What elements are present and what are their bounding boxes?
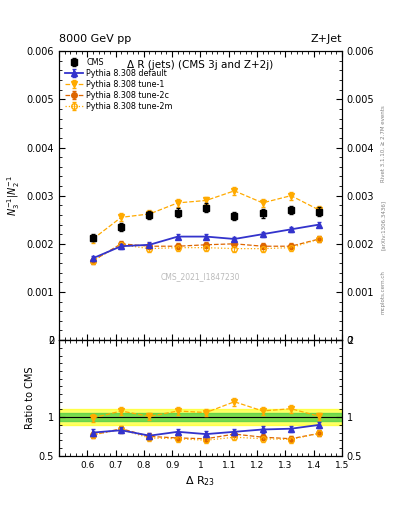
Y-axis label: Ratio to CMS: Ratio to CMS: [24, 367, 35, 429]
Text: Z+Jet: Z+Jet: [310, 33, 342, 44]
Text: mcplots.cern.ch: mcplots.cern.ch: [381, 270, 386, 314]
X-axis label: Δ R$_{23}$: Δ R$_{23}$: [185, 474, 215, 487]
Text: Rivet 3.1.10, ≥ 2.7M events: Rivet 3.1.10, ≥ 2.7M events: [381, 105, 386, 182]
Text: 8000 GeV pp: 8000 GeV pp: [59, 33, 131, 44]
Text: Δ R (jets) (CMS 3j and Z+2j): Δ R (jets) (CMS 3j and Z+2j): [127, 60, 274, 70]
Bar: [59, 410, 342, 425]
Legend: CMS, Pythia 8.308 default, Pythia 8.308 tune-1, Pythia 8.308 tune-2c, Pythia 8.3: CMS, Pythia 8.308 default, Pythia 8.308 …: [63, 55, 175, 113]
Y-axis label: $N_3^{-1}|N_2^{-1}$: $N_3^{-1}|N_2^{-1}$: [6, 175, 22, 216]
Text: [arXiv:1306.3436]: [arXiv:1306.3436]: [381, 200, 386, 250]
Bar: [59, 413, 342, 421]
Text: CMS_2021_I1847230: CMS_2021_I1847230: [161, 272, 240, 281]
